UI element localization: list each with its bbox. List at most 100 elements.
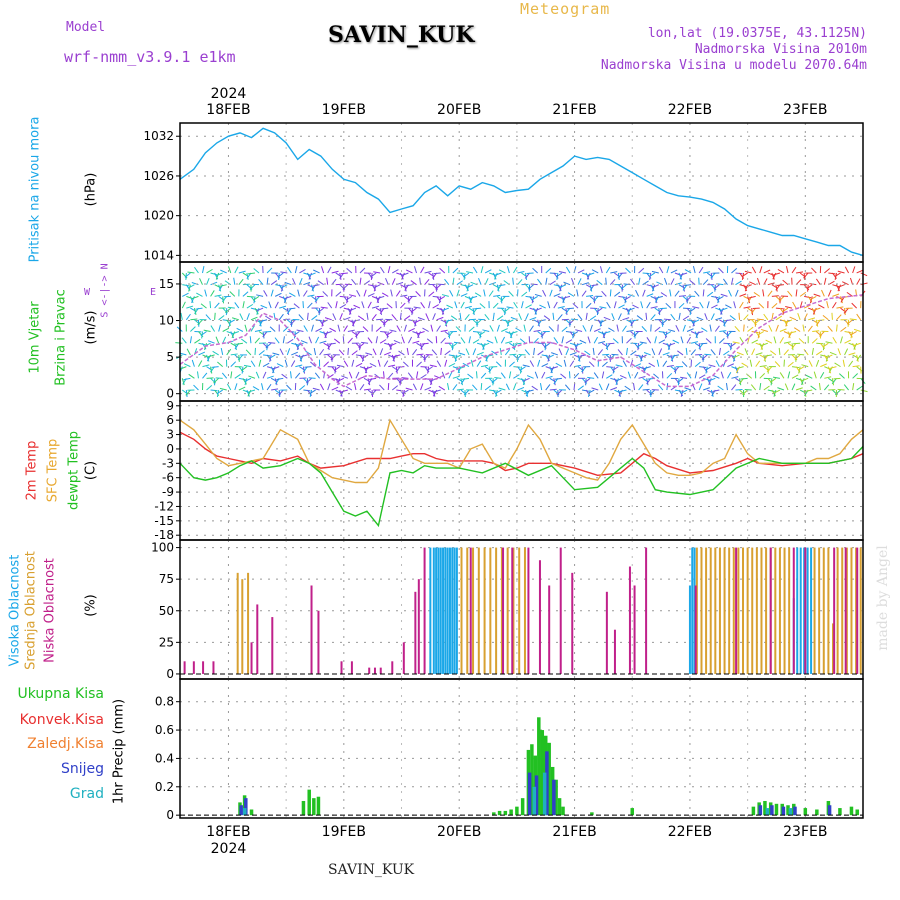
- wind-barb: [526, 389, 534, 393]
- wind-barb: [645, 312, 648, 320]
- wind-barb: [627, 371, 631, 379]
- wind-barb: [670, 354, 674, 362]
- wind-barb: [329, 327, 336, 332]
- wind-barb: [756, 277, 761, 285]
- wind-barb: [744, 348, 749, 356]
- precipitation-bar: [540, 730, 545, 816]
- wind-barb: [384, 351, 391, 356]
- top-year-label: 2024: [211, 86, 247, 102]
- wind-barb: [680, 336, 684, 344]
- wind-barb: [588, 361, 595, 367]
- wind-barb: [731, 384, 737, 391]
- wind-barb: [210, 281, 218, 286]
- wind-barb: [636, 342, 643, 348]
- cloud-bar: [765, 547, 768, 674]
- cloud-bar: [755, 547, 758, 674]
- wind-panel: 0 5 10 15: [159, 261, 868, 402]
- wind-barb: [433, 389, 441, 393]
- wind-barb: [206, 354, 210, 362]
- wind-barb: [300, 340, 308, 344]
- wind-barb: [630, 359, 634, 367]
- wind-barb: [495, 361, 502, 367]
- wind-barb: [508, 290, 514, 297]
- wind-barb: [586, 295, 594, 297]
- wind-barb: [631, 319, 639, 322]
- wind-barb: [742, 389, 748, 396]
- wind-barb: [210, 366, 213, 374]
- wind-barb: [404, 315, 411, 321]
- wind-barb: [299, 269, 306, 274]
- wind-barb: [212, 350, 219, 356]
- wind-barb: [678, 312, 681, 320]
- wind-barb: [315, 319, 323, 322]
- wind-barb: [775, 324, 779, 332]
- wind-barb: [598, 383, 603, 391]
- wind-barb: [543, 315, 551, 321]
- wind-barb: [619, 389, 627, 393]
- wind-barb: [735, 289, 739, 297]
- wind-barb: [386, 331, 393, 336]
- wind-barb: [597, 349, 604, 356]
- wind-barb: [749, 359, 753, 367]
- wind-barb: [717, 295, 724, 301]
- wind-barb: [284, 295, 292, 300]
- wind-barb: [345, 295, 353, 301]
- wind-barb: [484, 314, 490, 321]
- wind-barb: [777, 269, 785, 274]
- wind-barb: [258, 278, 264, 286]
- wind-barb: [743, 306, 751, 309]
- wind-barb: [313, 347, 317, 356]
- wind-barb: [728, 289, 732, 297]
- wind-barb: [400, 302, 406, 309]
- precipitation-bar: [497, 810, 502, 816]
- wind-barb: [302, 366, 306, 374]
- wind-barb: [372, 348, 377, 356]
- wind-barb: [526, 375, 534, 379]
- wind-barb: [549, 289, 553, 297]
- top-date-label: 19FEB: [322, 102, 366, 118]
- wind-barb: [634, 371, 639, 379]
- wind-barb: [810, 385, 817, 391]
- cloud-bar: [435, 547, 438, 674]
- bottom-year-label: 2024: [211, 841, 247, 857]
- wind-barb: [303, 281, 311, 286]
- wind-barb: [610, 387, 618, 391]
- wind-barb: [779, 336, 784, 344]
- cloud-bar: [391, 661, 394, 674]
- wind-barb: [249, 284, 256, 290]
- wind-barb: [387, 266, 391, 274]
- wind-barb: [382, 319, 389, 326]
- wind-barb: [441, 294, 449, 297]
- wind-barb: [638, 277, 641, 285]
- wind-barb: [410, 307, 417, 313]
- wind-barb: [462, 362, 470, 368]
- cloud-bar: [796, 547, 799, 674]
- wind-barb: [290, 360, 296, 367]
- wind-barb: [448, 354, 456, 357]
- wind-barb: [486, 339, 494, 344]
- wind-barb: [820, 363, 827, 368]
- wind-barb: [464, 314, 470, 321]
- precipitation-bar: [770, 805, 774, 816]
- wind-barb: [359, 277, 362, 285]
- wind-barb: [438, 295, 446, 301]
- wind-barb: [423, 354, 429, 361]
- wind-barb: [268, 341, 276, 344]
- wind-barb: [698, 343, 701, 351]
- precipitation-bar: [316, 796, 321, 816]
- wind-barb: [599, 306, 607, 309]
- precipitation-bar: [301, 800, 306, 816]
- wind-barb: [553, 378, 556, 386]
- wind-barb: [203, 329, 211, 332]
- wind-barb: [781, 307, 789, 313]
- wind-barb: [517, 279, 523, 286]
- wind-barb: [662, 360, 668, 367]
- wind-barb: [541, 363, 549, 368]
- cloud-bar: [855, 547, 858, 674]
- wind-barb: [823, 277, 827, 285]
- wind-barb: [699, 301, 704, 309]
- wind-barb: [531, 385, 538, 391]
- wind-barb: [819, 372, 825, 379]
- wind-barb: [700, 342, 708, 345]
